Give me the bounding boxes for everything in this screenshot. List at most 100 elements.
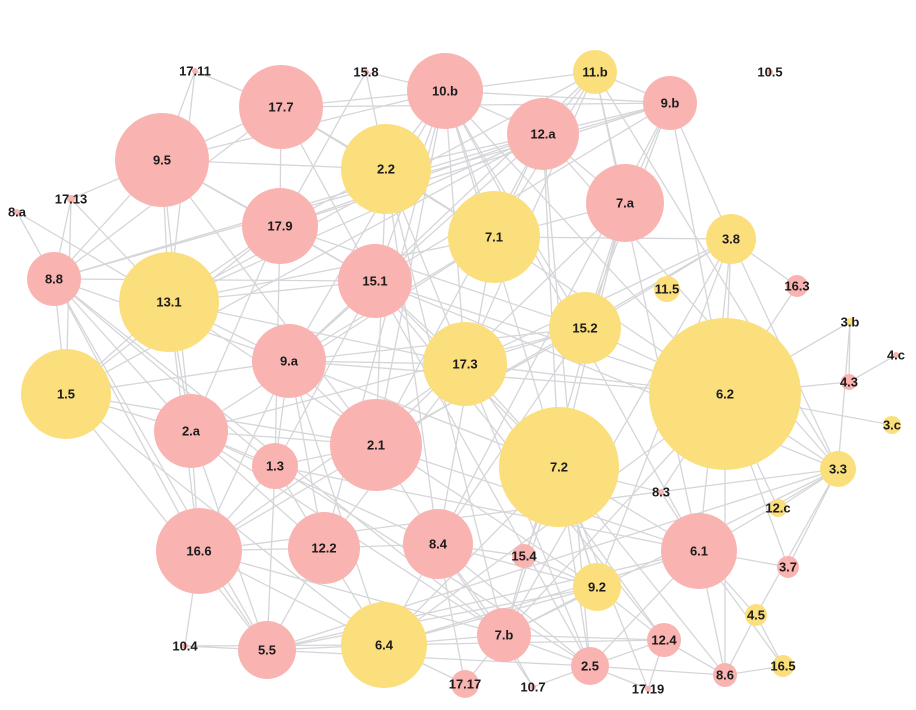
node-4.5[interactable]: 4.5 <box>745 604 767 626</box>
node-circle <box>893 352 899 358</box>
node-17.3[interactable]: 17.3 <box>423 322 507 406</box>
node-label: 2.2 <box>377 162 395 177</box>
node-2.a[interactable]: 2.a <box>154 394 228 468</box>
node-circle <box>661 513 737 589</box>
node-circle <box>530 684 536 690</box>
node-circle <box>841 374 857 390</box>
node-1.3[interactable]: 1.3 <box>252 443 298 489</box>
edge-16.6-8.8 <box>53 278 200 552</box>
node-10.7[interactable]: 10.7 <box>520 680 545 695</box>
node-7.a[interactable]: 7.a <box>586 164 664 242</box>
node-12.c[interactable]: 12.c <box>765 499 791 517</box>
node-3.c[interactable]: 3.c <box>883 416 901 434</box>
node-label: 3.3 <box>829 462 847 477</box>
node-11.b[interactable]: 11.b <box>573 50 617 94</box>
node-8.3[interactable]: 8.3 <box>652 485 670 500</box>
edge-1.3-8.8 <box>53 278 276 467</box>
node-label: 8.a <box>8 205 27 220</box>
node-5.5[interactable]: 5.5 <box>238 621 296 679</box>
node-circle <box>363 69 369 75</box>
node-label: 10.7 <box>520 680 545 695</box>
node-circle <box>706 214 756 264</box>
edge-1.3-6.1 <box>274 465 700 552</box>
node-circle <box>448 191 540 283</box>
node-circle <box>21 349 111 439</box>
node-label: 12.2 <box>311 541 336 556</box>
node-11.5[interactable]: 11.5 <box>654 276 680 302</box>
node-circle <box>330 399 422 491</box>
node-8.8[interactable]: 8.8 <box>27 252 81 306</box>
node-label: 12.a <box>530 127 556 142</box>
node-7.b[interactable]: 7.b <box>477 608 531 662</box>
node-17.19[interactable]: 17.19 <box>632 682 665 697</box>
node-9.5[interactable]: 9.5 <box>115 113 209 207</box>
node-9.2[interactable]: 9.2 <box>573 563 621 611</box>
node-17.9[interactable]: 17.9 <box>242 188 318 264</box>
node-label: 15.4 <box>511 549 537 564</box>
node-label: 5.5 <box>258 643 276 658</box>
node-3.8[interactable]: 3.8 <box>706 214 756 264</box>
node-label: 11.5 <box>655 282 680 297</box>
node-circle <box>423 322 507 406</box>
node-12.4[interactable]: 12.4 <box>647 623 681 657</box>
node-16.6[interactable]: 16.6 <box>156 508 242 594</box>
node-circle <box>341 124 431 214</box>
node-label: 9.a <box>280 354 299 369</box>
node-12.2[interactable]: 12.2 <box>288 512 360 584</box>
node-2.1[interactable]: 2.1 <box>330 399 422 491</box>
node-circle <box>647 623 681 657</box>
edge-5.5-6.1 <box>266 550 700 651</box>
node-7.1[interactable]: 7.1 <box>448 191 540 283</box>
node-6.4[interactable]: 6.4 <box>341 602 427 688</box>
node-label: 8.4 <box>429 537 448 552</box>
node-12.a[interactable]: 12.a <box>507 98 579 170</box>
node-circle <box>451 670 479 698</box>
node-1.5[interactable]: 1.5 <box>21 349 111 439</box>
node-label: 16.3 <box>784 279 809 294</box>
node-8.4[interactable]: 8.4 <box>403 509 473 579</box>
node-15.8[interactable]: 15.8 <box>353 65 378 80</box>
node-2.2[interactable]: 2.2 <box>341 124 431 214</box>
node-circle <box>67 195 75 203</box>
node-circle <box>846 318 854 326</box>
node-17.17[interactable]: 17.17 <box>449 670 482 698</box>
node-8.a[interactable]: 8.a <box>8 205 27 220</box>
node-15.2[interactable]: 15.2 <box>549 292 621 364</box>
node-label: 6.2 <box>716 387 734 402</box>
node-17.13[interactable]: 17.13 <box>55 192 88 207</box>
node-17.11[interactable]: 17.11 <box>179 64 211 79</box>
node-13.1[interactable]: 13.1 <box>119 252 219 352</box>
node-6.1[interactable]: 6.1 <box>661 513 737 589</box>
node-label: 6.4 <box>375 638 394 653</box>
node-17.7[interactable]: 17.7 <box>239 65 323 149</box>
node-10.b[interactable]: 10.b <box>407 53 483 129</box>
node-4.c[interactable]: 4.c <box>887 348 905 363</box>
node-3.7[interactable]: 3.7 <box>777 556 799 578</box>
node-16.5[interactable]: 16.5 <box>770 655 796 677</box>
node-label: 17.11 <box>179 64 211 79</box>
node-label: 13.1 <box>156 295 181 310</box>
node-10.5[interactable]: 10.5 <box>757 65 782 80</box>
node-3.3[interactable]: 3.3 <box>820 451 856 487</box>
node-7.2[interactable]: 7.2 <box>499 407 619 527</box>
node-8.6[interactable]: 8.6 <box>713 663 737 687</box>
node-label: 10.b <box>432 84 458 99</box>
node-15.1[interactable]: 15.1 <box>338 244 412 318</box>
edge-2.1-9.5 <box>161 159 377 446</box>
node-label: 1.3 <box>266 459 284 474</box>
node-16.3[interactable]: 16.3 <box>784 275 810 297</box>
node-2.5[interactable]: 2.5 <box>571 647 609 685</box>
node-circle <box>654 276 680 302</box>
node-label: 12.4 <box>651 633 677 648</box>
node-label: 15.1 <box>362 274 387 289</box>
node-15.4[interactable]: 15.4 <box>511 544 537 568</box>
node-circle <box>338 244 412 318</box>
node-4.3[interactable]: 4.3 <box>840 374 858 390</box>
node-9.a[interactable]: 9.a <box>252 324 326 398</box>
node-circle <box>407 53 483 129</box>
node-9.b[interactable]: 9.b <box>643 76 697 130</box>
node-3.b[interactable]: 3.b <box>841 315 860 330</box>
edge-15.1-2.5 <box>374 280 591 667</box>
node-6.2[interactable]: 6.2 <box>649 318 801 470</box>
node-10.4[interactable]: 10.4 <box>172 639 198 654</box>
